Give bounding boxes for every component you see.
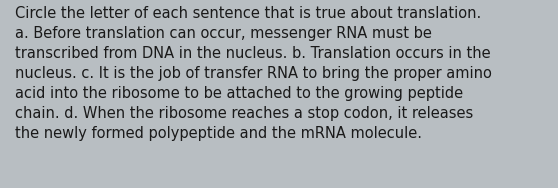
Text: Circle the letter of each sentence that is true about translation.
a. Before tra: Circle the letter of each sentence that … [15,6,492,141]
